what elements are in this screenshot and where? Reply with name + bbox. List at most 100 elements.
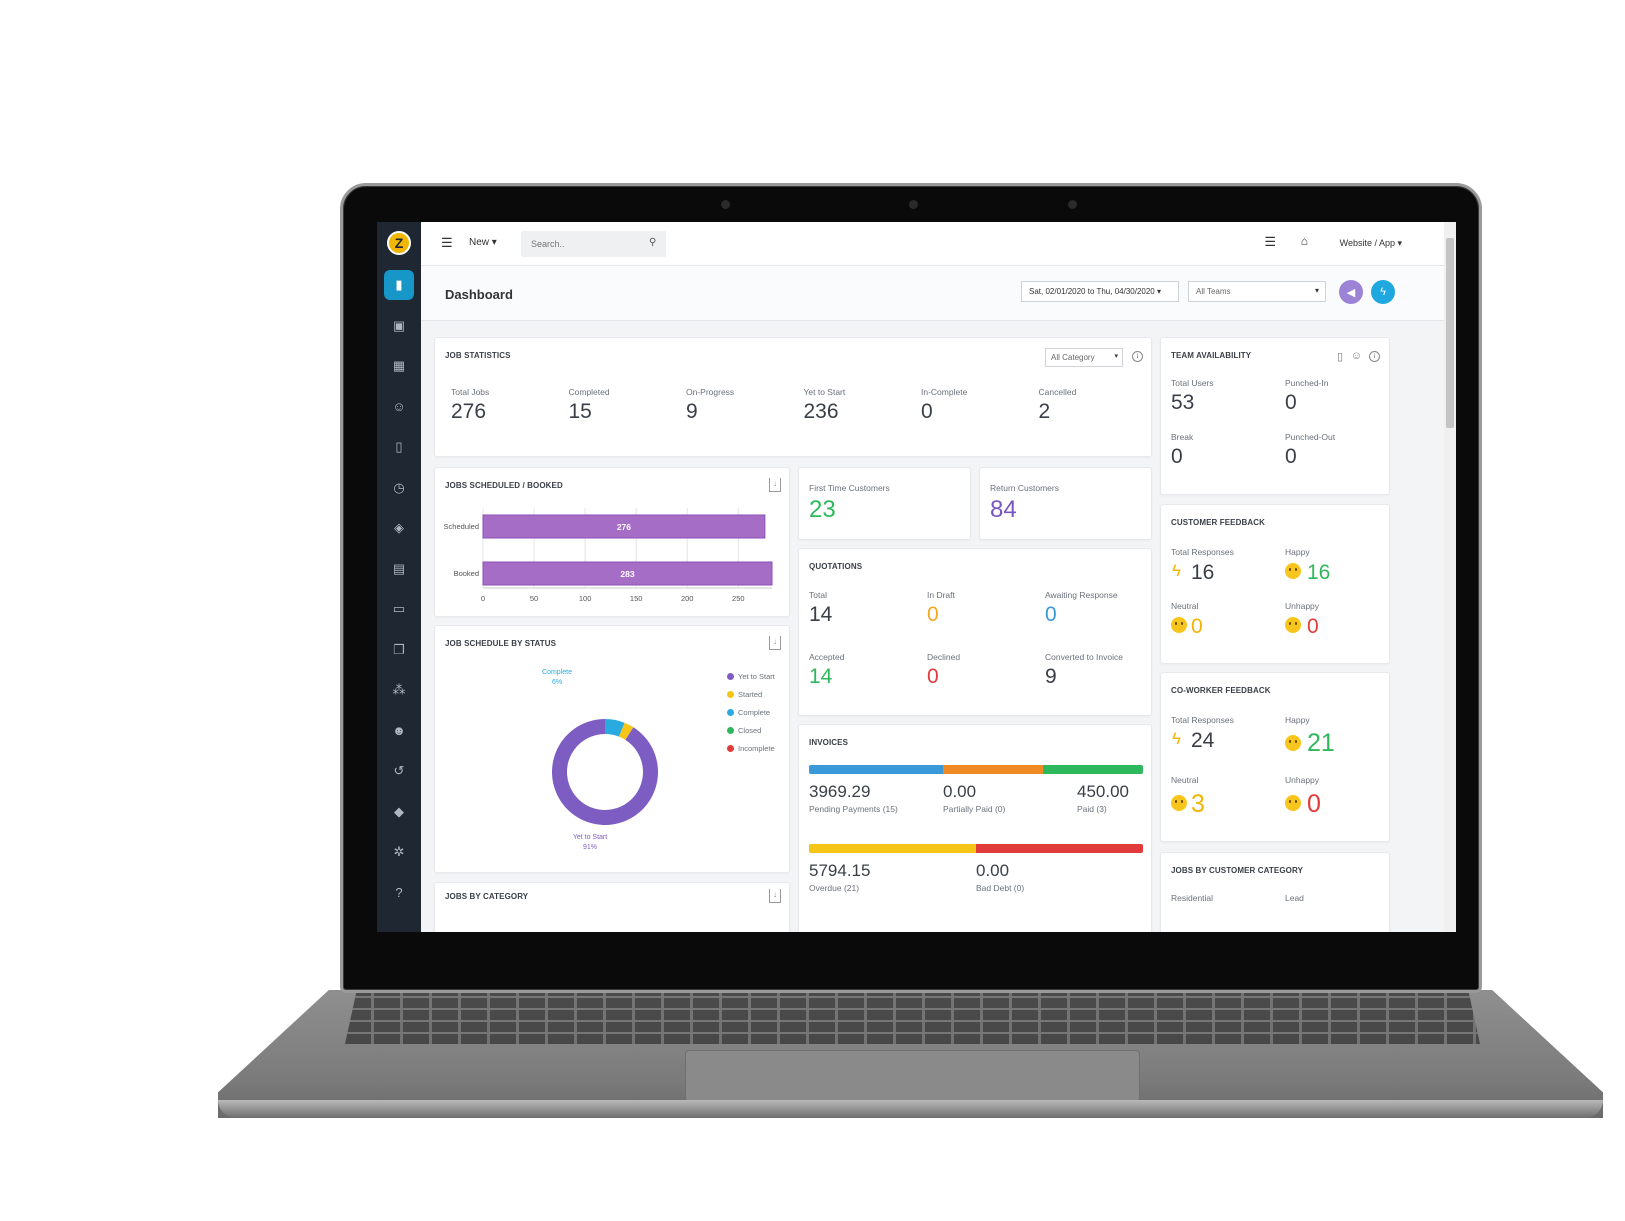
sidebar-item-map[interactable]: ▯ [384,432,414,462]
bar-scheduled[interactable] [482,514,766,539]
sidebar-item-dashboard[interactable]: ▮ [384,270,414,300]
sidebar-item-help[interactable]: ? [384,878,414,908]
quotation-stat-value: 14 [809,665,833,688]
scrollbar-thumb[interactable] [1446,238,1454,428]
sidebar-item-layers[interactable]: ◆ [384,797,414,827]
sidebar-item-documents[interactable]: ❐ [384,635,414,665]
happy-label: Happy [1285,547,1310,557]
team-filter-select[interactable]: All Teams ▾ [1188,281,1326,302]
team-stat-value: 0 [1171,445,1183,468]
sidebar-item-customers[interactable]: ☺ [384,392,414,422]
team-stat-label: Total Users [1171,378,1214,388]
app-screen: Z ▮ ▣ ▦ ☺ ▯ ◷ ◈ ▤ ▭ ❐ ⁂ ☻ ↺ ◆ ✲? ☰ New ▾ ⚲ ☰ ⌂ Website… [377,222,1456,932]
estimates-icon: ▤ [392,560,406,576]
sidebar-item-folder[interactable]: ▭ [384,594,414,624]
legend-item[interactable]: Complete [727,708,770,717]
info-icon[interactable]: i [1132,351,1143,362]
dashboard-icon: ▮ [395,277,403,292]
x-tick-label: 200 [681,594,694,603]
user-icon[interactable]: ☺ [1350,350,1362,362]
total-responses-value: 24 [1191,729,1215,752]
invoice-amount-label: Overdue (21) [809,883,860,893]
quotation-stat-value: 9 [1045,665,1057,688]
sidebar-item-history[interactable]: ↺ [384,756,414,786]
legend-item[interactable]: Yet to Start [727,672,775,681]
download-icon[interactable]: ↓ [769,889,781,903]
neutral-label: Neutral [1171,601,1199,611]
download-icon[interactable]: ↓ [769,636,781,650]
bolt-icon: ϟ [1172,561,1181,580]
scrollbar[interactable] [1444,222,1456,932]
bar-booked[interactable] [482,561,773,586]
sidebar-item-user[interactable]: ☻ [384,716,414,746]
y-category-label: Booked [454,569,479,578]
list-view-icon[interactable]: ☰ [1264,234,1276,249]
user-icon: ☻ [392,723,406,738]
card-title: JOBS BY CATEGORY [445,892,529,901]
search-icon[interactable]: ⚲ [649,237,657,248]
legend-swatch [727,745,734,752]
donut-label-percent: 91% [583,844,597,851]
legend-swatch [727,727,734,734]
download-icon[interactable]: ↓ [769,478,781,492]
quotations-card: QUOTATIONS Total 14 In Draft 0 Awaiting Resp… [798,548,1152,716]
y-category-label: Scheduled [444,522,479,531]
donut-slice-complete[interactable] [605,719,625,737]
sidebar-item-settings[interactable]: ✲ [384,837,414,867]
team-stat-label: Break [1171,432,1194,442]
team-stat-value: 0 [1285,391,1297,414]
card-title: JOBS BY CUSTOMER CATEGORY [1171,866,1303,875]
invoice-amount-label: Paid (3) [1077,804,1107,814]
bar-value-label: 283 [620,569,634,579]
invoice-amount-label: Partially Paid (0) [943,804,1006,814]
sidebar-item-tag[interactable]: ◈ [384,513,414,543]
website-app-dropdown[interactable]: Website / App ▾ [1339,238,1402,248]
donut-label-name: Yet to Start [573,834,607,841]
job-schedule-status-card: JOB SCHEDULE BY STATUS ↓ Complete 6% Yet t… [434,625,790,873]
sidebar-item-clock[interactable]: ◷ [384,473,414,503]
logo-icon[interactable]: Z [387,231,411,255]
sensor [721,200,730,209]
card-title: JOBS SCHEDULED / BOOKED [445,481,563,490]
laptop-base-edge [218,1100,1603,1118]
card-title: JOB STATISTICS [445,351,511,360]
stat-value: 2 [1038,400,1051,423]
first-time-customers-label: First Time Customers [809,483,890,493]
donut-slice-yet-to-start[interactable] [552,719,658,825]
sidebar-item-briefcase[interactable]: ▣ [384,311,414,341]
neutral-face-icon [1171,795,1187,811]
team-stat-value: 0 [1285,445,1297,468]
legend-item[interactable]: Incomplete [727,744,775,753]
megaphone-icon: ◀ [1346,286,1356,299]
quotation-stat-label: Converted to Invoice [1045,652,1123,662]
invoice-amount-label: Pending Payments (15) [809,804,898,814]
legend-item[interactable]: Started [727,690,762,699]
card-title: INVOICES [809,738,849,747]
invoice-amount: 0.00 [943,782,977,801]
announcement-button[interactable]: ◀ [1339,280,1363,304]
info-icon[interactable]: i [1369,351,1380,362]
category-filter-select[interactable]: All Category ▾ [1045,348,1123,367]
menu-toggle-icon[interactable]: ☰ [441,235,453,250]
sidebar: Z ▮ ▣ ▦ ☺ ▯ ◷ ◈ ▤ ▭ ❐ ⁂ ☻ ↺ ◆ ✲? [377,222,421,932]
donut-slice-started[interactable] [618,722,634,740]
gift-icon[interactable]: ⌂ [1300,234,1308,248]
legend-item[interactable]: Closed [727,726,761,735]
search-input[interactable] [521,231,666,257]
date-range-select[interactable]: Sat, 02/01/2020 to Thu, 04/30/2020 ▾ [1021,281,1179,302]
customer-feedback-card: CUSTOMER FEEDBACK Total Responses ϟ 16 H… [1160,504,1390,664]
stat-label: Cancelled [1038,387,1077,397]
sidebar-item-estimates[interactable]: ▤ [384,554,414,584]
sidebar-item-team[interactable]: ⁂ [384,675,414,705]
quotation-stat-value: 0 [927,603,939,626]
map-icon[interactable]: ▯ [1336,351,1343,363]
x-tick-label: 250 [732,594,745,603]
quick-action-button[interactable]: ϟ [1371,280,1395,304]
quotation-stat-label: In Draft [927,590,955,600]
camera [909,200,918,209]
stat-value: 236 [803,400,839,423]
unhappy-label: Unhappy [1285,601,1320,611]
team-icon: ⁂ [392,682,406,697]
sidebar-item-calendar[interactable]: ▦ [384,351,414,381]
new-dropdown-button[interactable]: New ▾ [469,237,497,248]
